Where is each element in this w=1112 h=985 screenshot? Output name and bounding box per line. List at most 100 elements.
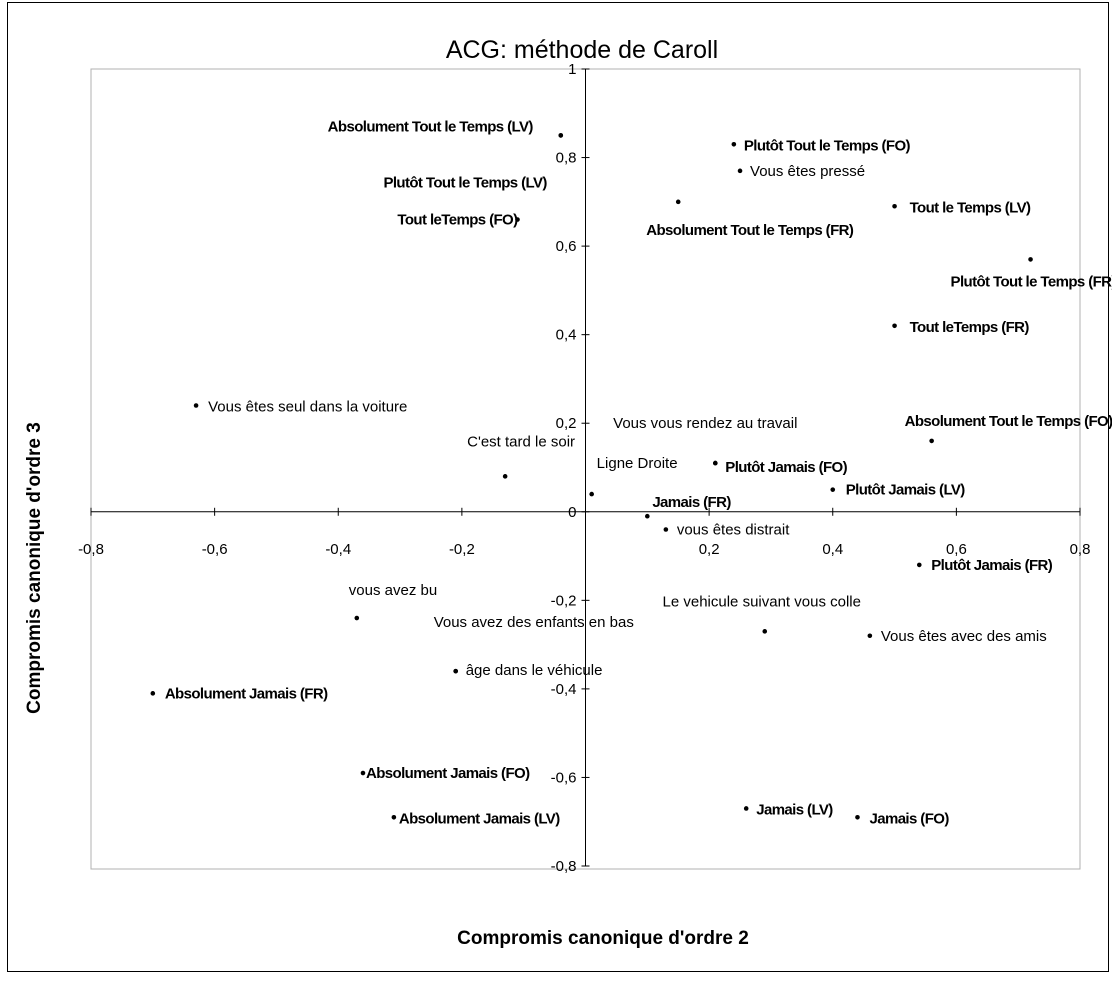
- data-point: Absolument Jamais (LV): [391, 810, 561, 827]
- point-marker: [193, 403, 199, 408]
- data-point: Absolument Jamais (FO): [360, 765, 531, 782]
- point-label: Plutôt Jamais (FR): [931, 557, 1052, 574]
- axes: -0,8 -0,6 -0,4 -0,2 0,2 0,4 0,6 0,8 -0,8 -0,6 -0,4…: [78, 61, 1090, 875]
- data-point: C'est tard le soir: [467, 433, 575, 479]
- point-marker: [354, 615, 360, 621]
- y-tick-label: 1: [568, 61, 576, 78]
- data-point: Jamais (FR): [645, 494, 732, 519]
- data-point: Ligne Droite: [589, 455, 678, 497]
- x-axis-title: Compromis canonique d'ordre 2: [457, 928, 749, 949]
- x-tick-label: -0,2: [449, 541, 475, 558]
- y-tick-label: -0,4: [551, 681, 577, 698]
- data-point: Jamais (LV): [743, 801, 834, 818]
- point-label: Absolument Tout le Temps (FO): [905, 413, 1112, 430]
- point-label: Plutôt Tout le Temps (LV): [383, 174, 547, 191]
- point-marker: [731, 141, 737, 147]
- point-marker: [675, 199, 681, 205]
- data-point: Le vehicule suivant vous colle: [663, 593, 861, 634]
- point-label: Le vehicule suivant vous colle: [663, 593, 861, 610]
- data-point: Absolument Tout le Temps (FO): [905, 413, 1112, 444]
- y-tick-label: 0,6: [556, 238, 577, 255]
- point-marker: [558, 133, 564, 138]
- point-marker: [892, 203, 897, 209]
- point-label: Vous vous rendez au travail: [613, 415, 797, 432]
- data-point: Plutôt Jamais (LV): [830, 482, 966, 499]
- y-tick-label: -0,8: [551, 858, 577, 875]
- point-marker: [892, 323, 897, 329]
- point-marker: [916, 562, 922, 568]
- x-tick-label: -0,4: [325, 541, 351, 558]
- point-marker: [762, 629, 768, 634]
- data-point: Plutôt Jamais (FR): [916, 557, 1053, 574]
- data-point: Absolument Tout le Temps (FR): [646, 199, 854, 239]
- x-tick-label: 0,2: [699, 541, 720, 558]
- data-point: Tout le Temps (LV): [892, 199, 1032, 216]
- point-marker: [150, 691, 156, 696]
- y-tick-label: 0: [568, 504, 576, 521]
- point-label: Jamais (FO): [869, 810, 949, 827]
- point-label: Jamais (FR): [652, 494, 731, 511]
- point-marker: [743, 806, 749, 811]
- point-marker: [645, 513, 650, 519]
- y-tick-label: -0,2: [551, 592, 577, 609]
- point-label: Vous êtes avec des amis: [881, 628, 1047, 645]
- point-marker: [391, 814, 397, 820]
- point-label: Vous êtes seul dans la voiture: [208, 399, 407, 416]
- point-label: vous êtes distrait: [677, 521, 790, 538]
- point-marker: [929, 438, 934, 444]
- data-point: vous êtes distrait: [663, 521, 790, 538]
- point-label: Vous êtes pressé: [750, 163, 865, 180]
- y-tick-label: -0,6: [551, 769, 577, 786]
- chart-frame: [7, 2, 1109, 972]
- point-marker: [589, 491, 594, 497]
- data-point: âge dans le véhicule: [453, 662, 602, 679]
- data-point: Jamais (FO): [855, 810, 950, 827]
- point-marker: [867, 633, 873, 639]
- point-label: Plutôt Jamais (LV): [846, 482, 966, 499]
- x-tick-label: 0,6: [946, 541, 967, 558]
- data-point: Vous êtes seul dans la voiture: [193, 399, 407, 416]
- point-label: Ligne Droite: [597, 455, 678, 472]
- point-marker: [713, 460, 718, 466]
- data-point: Vous êtes pressé: [737, 163, 865, 180]
- data-point: Plutôt Tout le Temps (FR): [951, 257, 1112, 290]
- point-marker: [360, 770, 366, 776]
- y-tick-label: 0,8: [556, 150, 577, 167]
- data-point: Tout leTemps (FO): [397, 212, 520, 229]
- data-point: Absolument Tout le Temps (LV): [328, 118, 564, 138]
- point-label: Plutôt Jamais (FO): [725, 459, 847, 476]
- x-tick-label: 0,8: [1070, 541, 1091, 558]
- data-point: Vous êtes avec des amis: [867, 628, 1047, 645]
- point-marker: [1028, 257, 1033, 262]
- point-marker: [515, 217, 520, 222]
- point-marker: [453, 668, 458, 674]
- point-label: Absolument Jamais (FO): [366, 765, 530, 782]
- point-label: Tout leTemps (FR): [910, 319, 1030, 336]
- data-point: Absolument Jamais (FR): [150, 685, 329, 702]
- point-label: Tout le Temps (LV): [910, 199, 1031, 216]
- data-point: Tout leTemps (FR): [892, 319, 1030, 336]
- data-point: Plutôt Jamais (FO): [713, 459, 848, 476]
- x-tick-label: 0,4: [822, 541, 843, 558]
- point-label: vous avez bu: [349, 582, 437, 599]
- x-tick-label: -0,6: [202, 541, 228, 558]
- point-label: Absolument Tout le Temps (FR): [646, 222, 854, 239]
- data-point: Plutôt Tout le Temps (FO): [731, 137, 911, 154]
- point-label: Vous avez des enfants en bas: [434, 614, 634, 631]
- point-label: Absolument Tout le Temps (LV): [328, 118, 534, 135]
- point-label: Jamais (LV): [756, 801, 833, 818]
- point-marker: [855, 814, 860, 820]
- point-label: Absolument Jamais (FR): [165, 685, 328, 702]
- point-marker: [830, 487, 836, 492]
- y-tick-label: 0,2: [556, 415, 577, 432]
- y-axis-title: Compromis canonique d'ordre 3: [24, 422, 45, 714]
- point-marker: [663, 527, 669, 532]
- y-tick-label: 0,4: [556, 327, 577, 344]
- point-marker: [737, 168, 743, 174]
- point-label: C'est tard le soir: [467, 433, 575, 450]
- point-label: Tout leTemps (FO): [397, 212, 518, 229]
- point-label: Absolument Jamais (LV): [399, 810, 560, 827]
- point-label: Plutôt Tout le Temps (FO): [744, 137, 911, 154]
- point-label: âge dans le véhicule: [466, 662, 603, 679]
